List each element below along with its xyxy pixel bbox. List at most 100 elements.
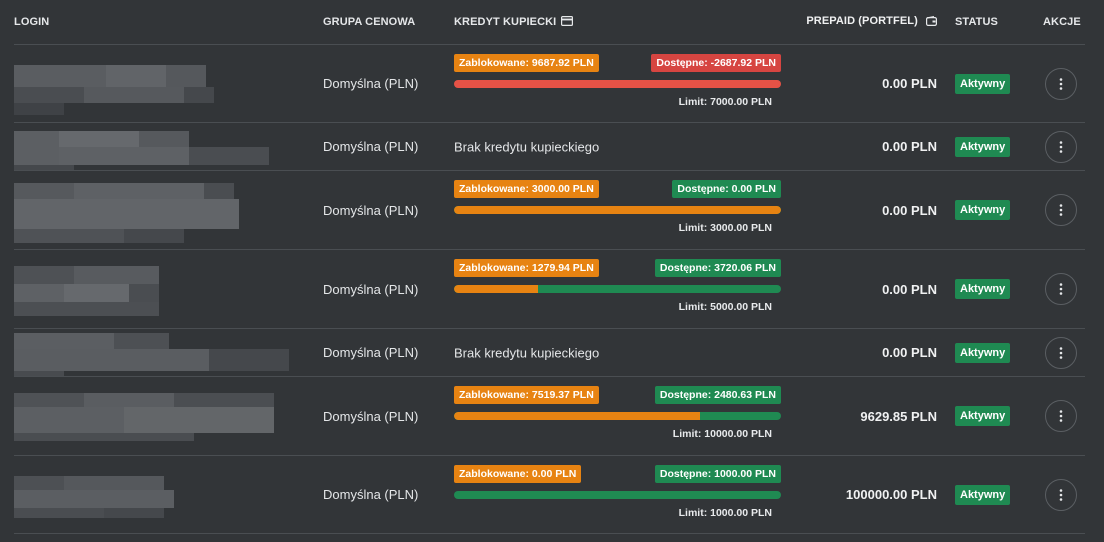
actions-cell — [1027, 67, 1085, 100]
credit-cell: Brak kredytu kupieckiego — [454, 329, 784, 376]
prepaid-balance: 0.00 PLN — [882, 76, 937, 91]
actions-cell — [1027, 273, 1085, 305]
locked-badge: Zablokowane: 3000.00 PLN — [454, 180, 599, 198]
login-cell[interactable] — [14, 329, 323, 376]
credit-limit: Limit: 10000.00 PLN — [672, 428, 772, 440]
status-badge: Aktywny — [955, 279, 1011, 299]
customers-table: LOGIN GRUPA CENOWA KREDYT KUPIECKI PREPA… — [14, 0, 1085, 534]
login-cell[interactable] — [14, 171, 323, 249]
status-badge: Aktywny — [955, 136, 1011, 157]
row-actions-button[interactable] — [1045, 130, 1077, 163]
credit-cell: Zablokowane: 1279.94 PLN Dostępne: 3720.0… — [454, 250, 784, 328]
price-group: Domyślna (PLN) — [323, 139, 419, 154]
credit-usage-bar — [454, 412, 781, 420]
row-actions-button[interactable] — [1045, 478, 1077, 511]
more-vertical-icon — [1059, 283, 1063, 295]
locked-badge: Zablokowane: 0.00 PLN — [454, 465, 582, 483]
table-row: Domyślna (PLN) Zablokowane: 3000.00 PLN Do… — [14, 171, 1085, 250]
header-kredyt-label: KREDYT KUPIECKI — [454, 16, 557, 28]
credit-limit: Limit: 3000.00 PLN — [678, 222, 772, 234]
header-login[interactable]: LOGIN — [14, 0, 323, 44]
login-cell[interactable] — [14, 456, 323, 533]
more-vertical-icon — [1059, 140, 1063, 153]
table-row: Domyślna (PLN) Brak kredytu kupieckiego 0.… — [14, 329, 1085, 377]
more-vertical-icon — [1059, 204, 1063, 216]
price-group: Domyślna (PLN) — [323, 345, 419, 360]
credit-usage-fill — [454, 412, 700, 420]
status-badge: Aktywny — [955, 484, 1011, 505]
status-badge: Aktywny — [955, 342, 1011, 363]
login-cell[interactable] — [14, 45, 323, 122]
login-cell[interactable] — [14, 377, 323, 455]
available-badge: Dostępne: 1000.00 PLN — [654, 465, 781, 483]
more-vertical-icon — [1059, 410, 1063, 422]
no-credit-text: Brak kredytu kupieckiego — [454, 139, 600, 154]
row-actions-button[interactable] — [1045, 273, 1077, 305]
more-vertical-icon — [1059, 77, 1063, 90]
row-actions-button[interactable] — [1045, 400, 1077, 432]
header-grupa-label: GRUPA CENOWA — [323, 16, 416, 28]
login-cell[interactable] — [14, 123, 323, 170]
status-cell: Aktywny — [937, 279, 1027, 299]
row-actions-button[interactable] — [1045, 336, 1077, 369]
actions-cell — [1027, 336, 1085, 369]
row-actions-button[interactable] — [1045, 194, 1077, 226]
price-group: Domyślna (PLN) — [323, 202, 419, 218]
header-grupa[interactable]: GRUPA CENOWA — [323, 16, 454, 28]
credit-usage-fill — [454, 206, 781, 214]
credit-cell: Zablokowane: 7519.37 PLN Dostępne: 2480.6… — [454, 377, 784, 455]
status-cell: Aktywny — [937, 200, 1027, 220]
credit-cell: Brak kredytu kupieckiego — [454, 123, 784, 170]
actions-cell — [1027, 400, 1085, 432]
table-row: Domyślna (PLN) Zablokowane: 1279.94 PLN Do… — [14, 250, 1085, 329]
header-status-label: STATUS — [955, 16, 998, 28]
prepaid-balance: 0.00 PLN — [882, 281, 937, 297]
credit-usage-bar — [454, 80, 781, 88]
status-cell: Aktywny — [937, 73, 1027, 94]
status-cell: Aktywny — [937, 484, 1027, 505]
status-badge: Aktywny — [955, 73, 1011, 94]
wallet-icon — [926, 16, 938, 29]
table-row: Domyślna (PLN) Zablokowane: 7519.37 PLN Do… — [14, 377, 1085, 456]
table-row: Domyślna (PLN) Zablokowane: 9687.92 PLN Do… — [14, 45, 1085, 123]
credit-usage-bar — [454, 285, 781, 293]
locked-badge: Zablokowane: 9687.92 PLN — [454, 54, 599, 72]
table-body: Domyślna (PLN) Zablokowane: 9687.92 PLN Do… — [14, 45, 1085, 534]
price-group: Domyślna (PLN) — [323, 281, 419, 297]
status-badge: Aktywny — [955, 406, 1011, 426]
locked-badge: Zablokowane: 7519.37 PLN — [454, 386, 599, 404]
header-akcje-label: AKCJE — [1043, 16, 1081, 28]
prepaid-balance: 0.00 PLN — [882, 139, 937, 154]
credit-usage-fill — [454, 285, 538, 293]
credit-limit: Limit: 5000.00 PLN — [678, 301, 772, 313]
status-cell: Aktywny — [937, 406, 1027, 426]
prepaid-balance: 100000.00 PLN — [845, 487, 937, 502]
actions-cell — [1027, 194, 1085, 226]
available-badge: Dostępne: 0.00 PLN — [672, 180, 781, 198]
credit-cell: Zablokowane: 9687.92 PLN Dostępne: -2687.… — [454, 45, 784, 122]
header-login-label: LOGIN — [14, 16, 50, 28]
header-akcje: AKCJE — [1027, 16, 1085, 28]
header-prepaid[interactable]: PREPAID (PORTFEL) — [784, 15, 938, 29]
status-badge: Aktywny — [955, 200, 1011, 220]
credit-usage-bar — [454, 491, 781, 499]
prepaid-balance: 0.00 PLN — [882, 345, 937, 360]
price-group: Domyślna (PLN) — [323, 76, 419, 91]
credit-limit: Limit: 1000.00 PLN — [678, 507, 772, 519]
prepaid-balance: 9629.85 PLN — [860, 408, 937, 424]
table-row: Domyślna (PLN) Brak kredytu kupieckiego 0.… — [14, 123, 1085, 171]
locked-badge: Zablokowane: 1279.94 PLN — [454, 259, 599, 277]
table-header: LOGIN GRUPA CENOWA KREDYT KUPIECKI PREPA… — [14, 0, 1085, 45]
credit-limit: Limit: 7000.00 PLN — [678, 96, 772, 108]
more-vertical-icon — [1059, 488, 1063, 501]
header-kredyt[interactable]: KREDYT KUPIECKI — [454, 15, 784, 29]
login-cell[interactable] — [14, 250, 323, 328]
available-badge: Dostępne: 2480.63 PLN — [654, 386, 781, 404]
actions-cell — [1027, 130, 1085, 163]
row-actions-button[interactable] — [1045, 67, 1077, 100]
available-badge: Dostępne: 3720.06 PLN — [654, 259, 781, 277]
price-group: Domyślna (PLN) — [323, 408, 419, 424]
credit-card-icon — [561, 15, 574, 29]
credit-cell: Zablokowane: 3000.00 PLN Dostępne: 0.00 P… — [454, 171, 784, 249]
header-status[interactable]: STATUS — [937, 16, 1027, 28]
